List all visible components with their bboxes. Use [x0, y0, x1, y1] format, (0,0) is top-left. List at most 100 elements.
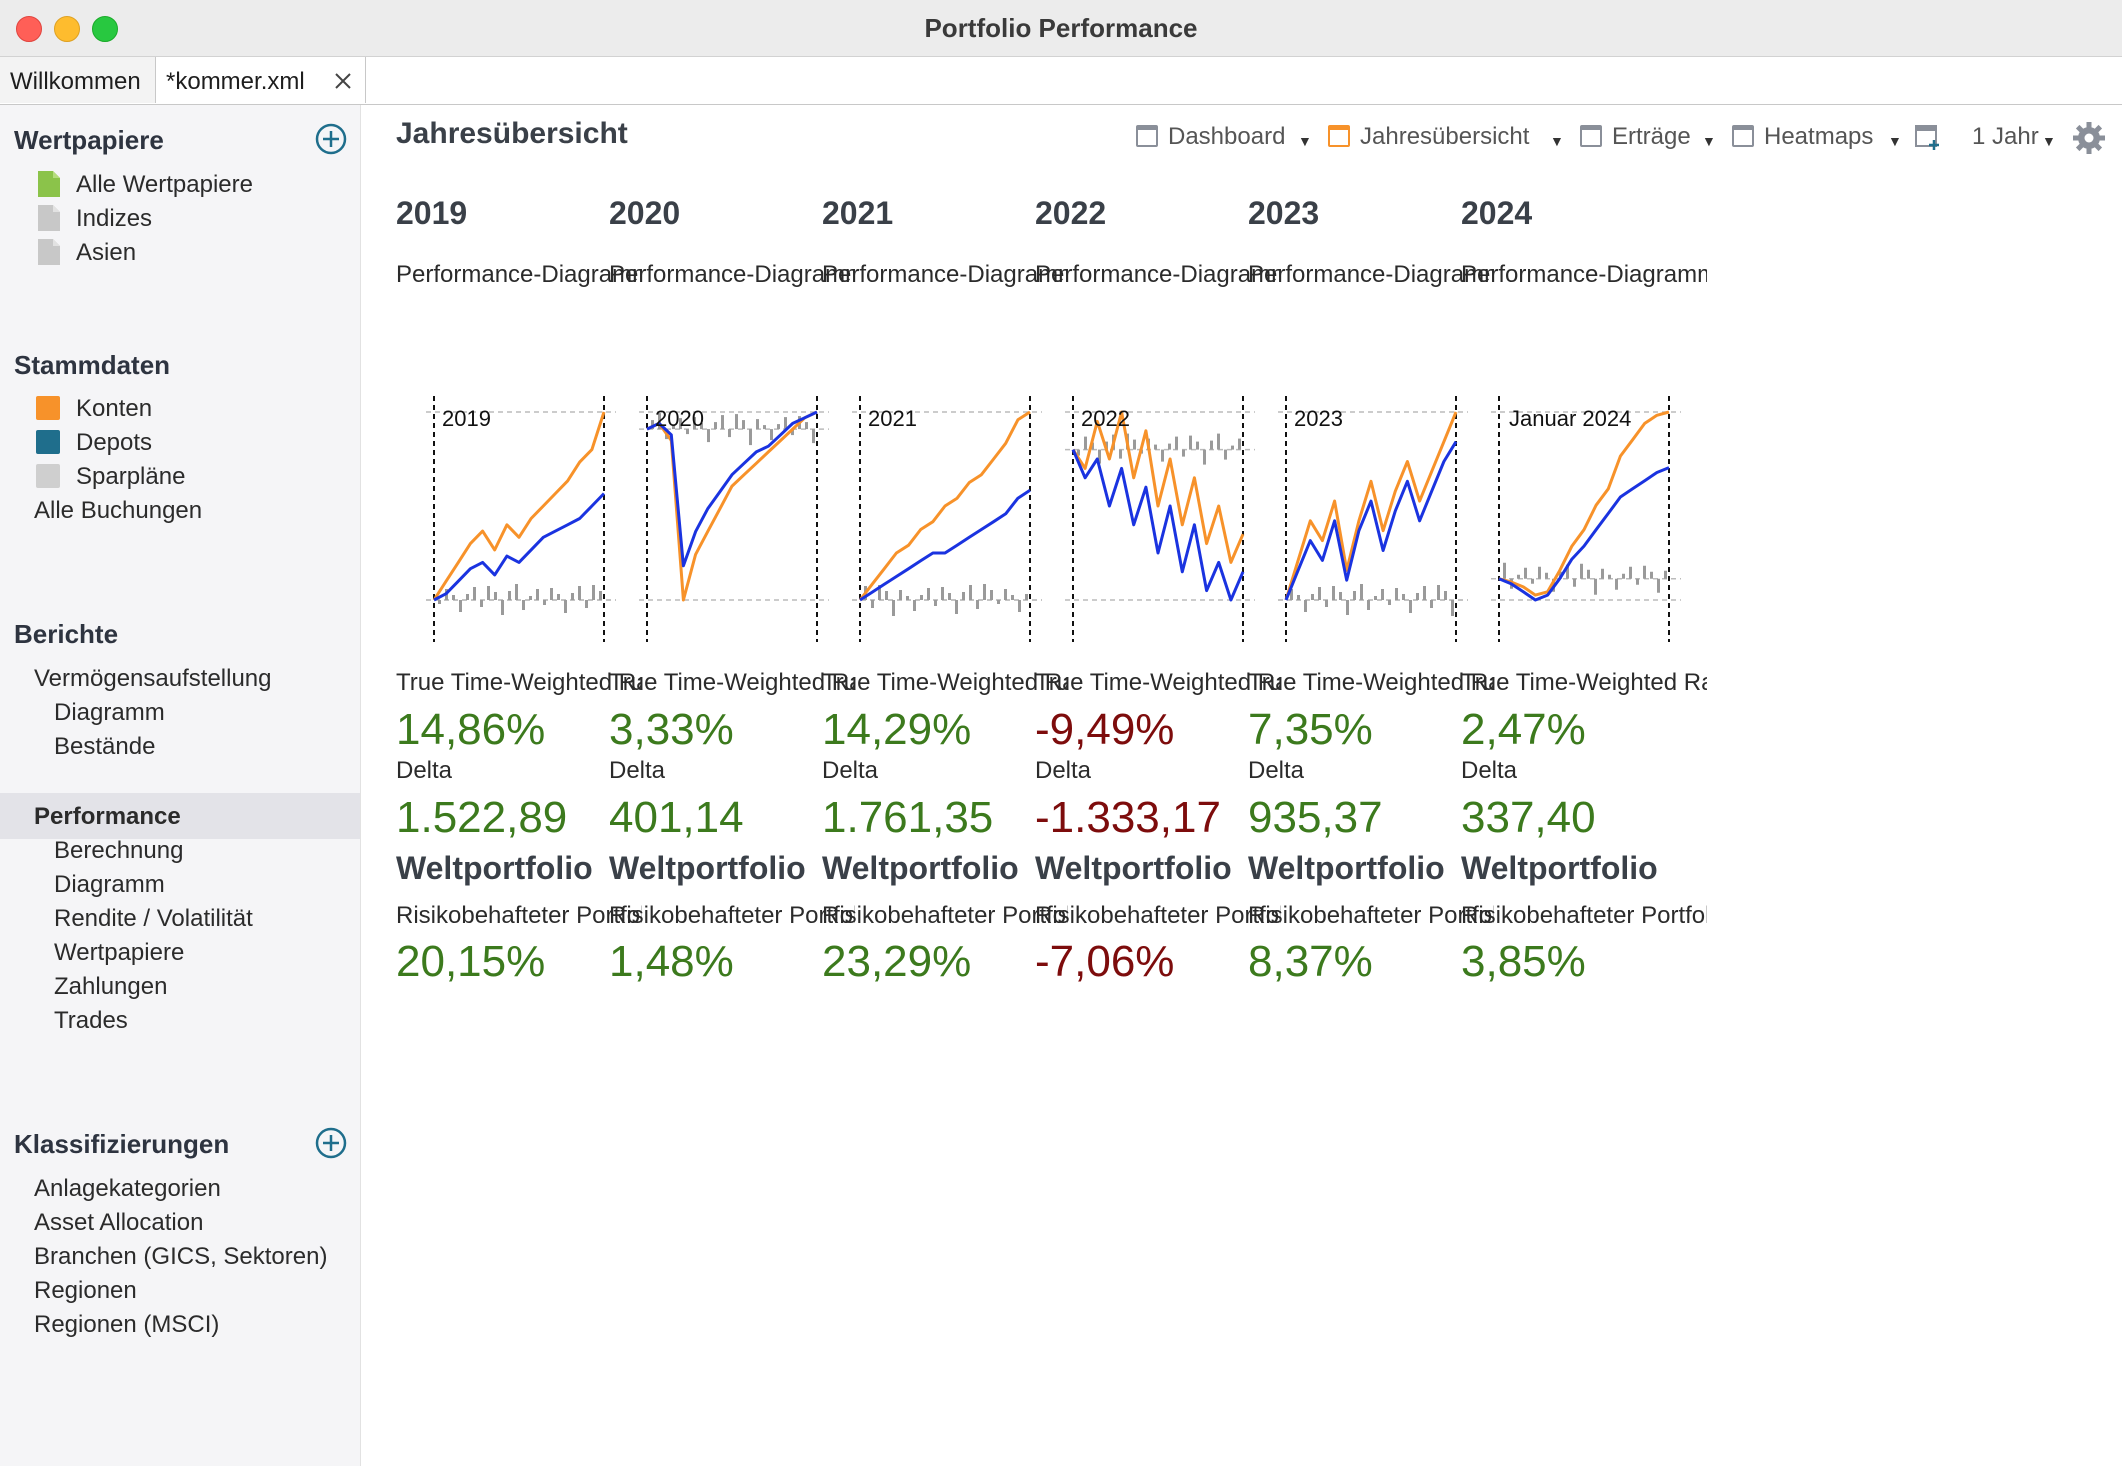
- add-circle-icon[interactable]: [315, 123, 347, 155]
- delta-bar: [564, 600, 567, 613]
- sidebar-item-vermoegensaufstellung[interactable]: Vermögensaufstellung: [34, 665, 272, 692]
- tab-willkommen[interactable]: Willkommen: [0, 57, 156, 103]
- delta-bar: [983, 584, 986, 600]
- sidebar-item-branchen[interactable]: Branchen (GICS, Sektoren): [34, 1243, 328, 1270]
- tab-label: *kommer.xml: [166, 68, 305, 95]
- chevron-down-icon[interactable]: ▼: [1550, 133, 1564, 149]
- sidebar-item-berechnung[interactable]: Berechnung: [54, 837, 184, 864]
- close-window-button[interactable]: [16, 16, 42, 42]
- delta-bar: [885, 591, 888, 600]
- delta-bar: [1517, 574, 1520, 579]
- sidebar-item-bestaende[interactable]: Bestände: [54, 733, 156, 760]
- sidebar-item-asset-allocation[interactable]: Asset Allocation: [34, 1209, 204, 1236]
- delta-bar: [1664, 570, 1667, 579]
- sidebar-item-asien[interactable]: Asien: [76, 239, 137, 266]
- sidebar-item-regionen[interactable]: Regionen: [34, 1277, 137, 1304]
- delta-bar: [578, 586, 581, 600]
- sidebar-item-alle-wertpapiere[interactable]: Alle Wertpapiere: [76, 171, 253, 198]
- delta-bar: [651, 420, 654, 430]
- sidebar-item-rendite-volatilitaet[interactable]: Rendite / Volatilität: [54, 905, 253, 932]
- delta-value: 337,40: [1461, 793, 1596, 842]
- delta-bar: [962, 592, 965, 600]
- performance-chart[interactable]: 2020: [609, 390, 855, 650]
- sidebar-item-anlagekategorien[interactable]: Anlagekategorien: [34, 1175, 221, 1202]
- minimize-window-button[interactable]: [54, 16, 80, 42]
- sidebar-item-zahlungen[interactable]: Zahlungen: [54, 973, 168, 1000]
- series-line-orange: [1498, 410, 1670, 597]
- delta-bar: [784, 417, 787, 430]
- delta-bar: [728, 429, 731, 438]
- performance-chart[interactable]: 2019: [396, 390, 642, 650]
- toolbar-dashboard-button[interactable]: Dashboard: [1168, 123, 1286, 150]
- sidebar-item-sparplaene[interactable]: Sparpläne: [76, 463, 186, 490]
- year-heading: 2021: [822, 195, 894, 231]
- chevron-down-icon[interactable]: ▼: [1298, 133, 1312, 149]
- delta-bar: [529, 596, 532, 600]
- sidebar-item-diagramm-performance[interactable]: Diagramm: [54, 871, 165, 898]
- delta-bar: [1657, 578, 1660, 593]
- risk-value: -7,06%: [1035, 937, 1175, 986]
- delta-bar: [1566, 564, 1569, 579]
- delta-bar: [501, 600, 504, 615]
- delta-bar: [1231, 445, 1234, 450]
- zoom-window-button[interactable]: [92, 16, 118, 42]
- chevron-down-icon[interactable]: ▼: [2042, 133, 2056, 149]
- year-heading: 2019: [396, 195, 468, 231]
- dashboard-icon: [1136, 125, 1158, 147]
- delta-bar: [899, 590, 902, 600]
- year-column: 2023 Performance-Diagramm 2023 True Time…: [1214, 185, 1494, 1145]
- delta-bar: [1573, 578, 1576, 587]
- sidebar-item-wertpapiere[interactable]: Wertpapiere: [54, 939, 185, 966]
- sidebar-item-regionen-msci[interactable]: Regionen (MSCI): [34, 1311, 220, 1338]
- performance-chart[interactable]: 2021: [822, 390, 1068, 650]
- toolbar-jahresuebersicht-button[interactable]: Jahresübersicht: [1360, 123, 1530, 150]
- close-icon[interactable]: [333, 71, 353, 91]
- delta-bar: [997, 600, 1000, 604]
- delta-bar: [906, 596, 909, 600]
- series-line-blue: [859, 489, 1031, 602]
- performance-chart[interactable]: Januar 2024: [1461, 390, 1707, 650]
- sidebar-item-alle-buchungen[interactable]: Alle Buchungen: [34, 497, 203, 524]
- performance-chart[interactable]: 2022: [1035, 390, 1281, 650]
- delta-bar: [1182, 449, 1185, 457]
- performance-chart[interactable]: 2023: [1248, 390, 1494, 650]
- add-circle-icon[interactable]: [315, 1127, 347, 1159]
- delta-bar: [871, 600, 874, 608]
- new-dashboard-icon[interactable]: [1914, 123, 1942, 151]
- delta-bar: [1381, 589, 1384, 600]
- tab-kommer-xml[interactable]: *kommer.xml: [156, 57, 366, 103]
- delta-bar: [1318, 587, 1321, 600]
- delta-bar: [1388, 600, 1391, 605]
- chevron-down-icon[interactable]: ▼: [1702, 133, 1716, 149]
- gray-savings-plan-icon: [36, 464, 60, 488]
- chart-label: Performance-Diagramm: [1461, 261, 1707, 288]
- sidebar-item-performance[interactable]: Performance: [34, 803, 181, 830]
- sidebar-item-indizes[interactable]: Indizes: [76, 205, 153, 232]
- delta-bar: [1332, 586, 1335, 600]
- sidebar-item-depots[interactable]: Depots: [76, 429, 153, 456]
- ttwror-label: True Time-Weighted Rate of Return: [822, 669, 1068, 696]
- gear-icon[interactable]: [2072, 121, 2106, 155]
- toolbar-ertraege-button[interactable]: Erträge: [1612, 123, 1691, 150]
- toolbar-heatmaps-button[interactable]: Heatmaps: [1764, 123, 1874, 150]
- blue-depot-icon: [36, 430, 60, 454]
- sidebar-item-diagramm[interactable]: Diagramm: [54, 699, 165, 726]
- year-heading: 2022: [1035, 195, 1107, 231]
- delta-label: Delta: [1461, 757, 1518, 784]
- chevron-down-icon[interactable]: ▼: [1888, 133, 1902, 149]
- delta-bar: [1217, 433, 1220, 450]
- delta-bar: [1004, 589, 1007, 600]
- delta-label: Delta: [822, 757, 879, 784]
- ttwror-label: True Time-Weighted Rate of Return: [396, 669, 642, 696]
- delta-bar: [1297, 595, 1300, 600]
- sidebar-item-trades[interactable]: Trades: [54, 1007, 128, 1034]
- risk-label: Risikobehafteter Portfolioteil: [822, 902, 1068, 929]
- delta-bar: [777, 424, 780, 430]
- section-title-berichte: Berichte: [14, 619, 119, 649]
- delta-bar: [721, 415, 724, 430]
- ttwror-value: 2,47%: [1461, 705, 1586, 754]
- delta-bar: [1451, 600, 1454, 616]
- period-selector[interactable]: 1 Jahr: [1972, 123, 2039, 150]
- sidebar-item-konten[interactable]: Konten: [76, 395, 153, 422]
